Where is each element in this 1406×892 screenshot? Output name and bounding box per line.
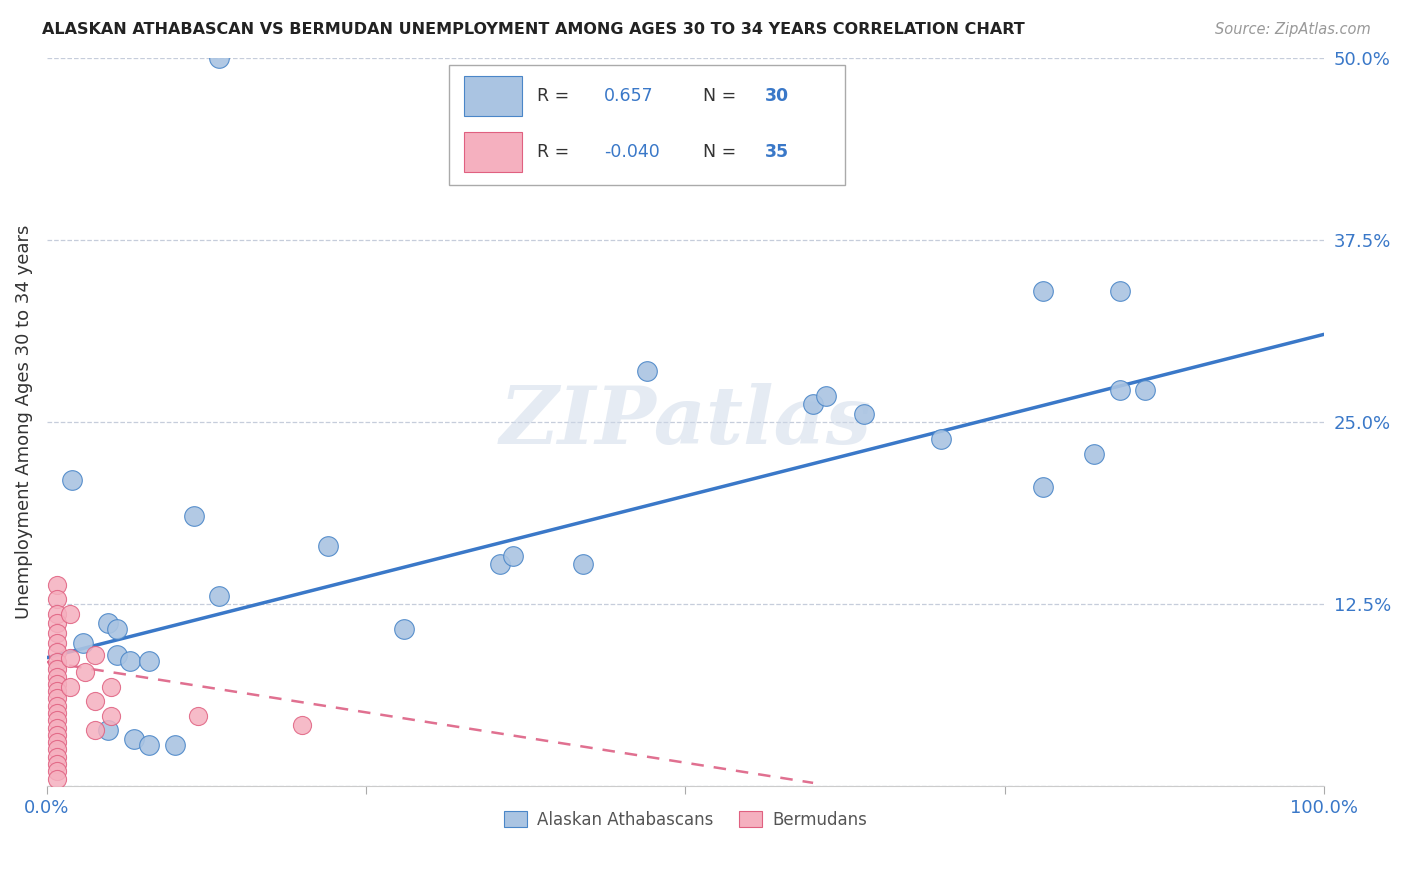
Point <box>138 738 160 752</box>
Point <box>84 648 107 662</box>
Point <box>46 691 69 706</box>
Text: 0.657: 0.657 <box>603 87 654 105</box>
Point <box>46 655 69 669</box>
Text: R =: R = <box>537 87 569 105</box>
Text: 35: 35 <box>765 143 789 161</box>
Point <box>1108 284 1130 298</box>
Point <box>59 680 82 694</box>
Point <box>46 735 69 749</box>
Y-axis label: Unemployment Among Ages 30 to 34 years: Unemployment Among Ages 30 to 34 years <box>15 225 32 619</box>
Point <box>46 626 69 640</box>
Point <box>46 592 69 607</box>
Point <box>105 622 128 636</box>
Point <box>46 669 69 683</box>
Point <box>46 721 69 735</box>
Point <box>46 756 69 771</box>
Text: N =: N = <box>703 87 737 105</box>
Point <box>291 717 314 731</box>
Point <box>46 578 69 592</box>
Point <box>46 615 69 630</box>
Text: Source: ZipAtlas.com: Source: ZipAtlas.com <box>1215 22 1371 37</box>
FancyBboxPatch shape <box>464 76 522 116</box>
Point <box>636 364 658 378</box>
Text: ALASKAN ATHABASCAN VS BERMUDAN UNEMPLOYMENT AMONG AGES 30 TO 34 YEARS CORRELATIO: ALASKAN ATHABASCAN VS BERMUDAN UNEMPLOYM… <box>42 22 1025 37</box>
Point <box>46 607 69 621</box>
Point <box>394 622 416 636</box>
Text: R =: R = <box>537 143 569 161</box>
Point <box>59 650 82 665</box>
Point <box>46 772 69 786</box>
Legend: Alaskan Athabascans, Bermudans: Alaskan Athabascans, Bermudans <box>498 805 873 836</box>
Point <box>100 709 122 723</box>
Point <box>46 706 69 720</box>
Point <box>46 728 69 742</box>
Text: -0.040: -0.040 <box>603 143 659 161</box>
Point <box>1108 383 1130 397</box>
Point <box>502 549 524 563</box>
Point <box>489 558 512 572</box>
Point <box>1032 480 1054 494</box>
Point <box>118 654 141 668</box>
FancyBboxPatch shape <box>449 65 845 186</box>
Point <box>62 473 84 487</box>
Point <box>46 749 69 764</box>
Point <box>208 51 231 65</box>
Point <box>316 539 339 553</box>
Point <box>59 607 82 621</box>
Point <box>46 636 69 650</box>
Point <box>46 684 69 698</box>
Point <box>46 677 69 691</box>
Point <box>929 432 952 446</box>
Point <box>84 723 107 738</box>
Text: 30: 30 <box>765 87 789 105</box>
Point <box>801 397 824 411</box>
Point <box>46 764 69 779</box>
Point <box>187 709 209 723</box>
Point <box>208 590 231 604</box>
Point <box>1083 447 1105 461</box>
Point <box>814 388 837 402</box>
Point <box>1032 284 1054 298</box>
Point <box>46 698 69 713</box>
Point <box>46 713 69 727</box>
Point <box>1133 383 1156 397</box>
FancyBboxPatch shape <box>464 132 522 172</box>
Point <box>163 738 186 752</box>
Point <box>853 408 876 422</box>
Point <box>75 665 97 680</box>
Text: N =: N = <box>703 143 737 161</box>
Point <box>138 654 160 668</box>
Point <box>183 509 205 524</box>
Point <box>72 636 94 650</box>
Point <box>97 615 120 630</box>
Point <box>84 694 107 708</box>
Point <box>105 648 128 662</box>
Point <box>46 742 69 756</box>
Text: ZIPatlas: ZIPatlas <box>499 383 872 460</box>
Point <box>46 645 69 659</box>
Point <box>97 723 120 738</box>
Point <box>572 558 595 572</box>
Point <box>46 662 69 676</box>
Point <box>122 732 145 747</box>
Point <box>100 680 122 694</box>
